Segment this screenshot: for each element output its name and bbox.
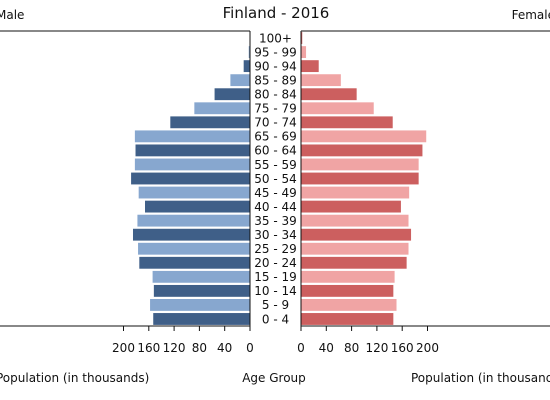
age-group-label: 10 - 14 (254, 284, 297, 298)
age-group-label: 5 - 9 (262, 298, 289, 312)
female-bar-40-44 (301, 200, 401, 213)
male-bar-55-59 (134, 158, 250, 171)
male-bar-70-74 (170, 116, 250, 129)
female-bar-35-39 (301, 214, 409, 227)
age-group-label: 0 - 4 (262, 312, 289, 326)
male-bar-80-84 (214, 88, 250, 101)
age-group-label: 75 - 79 (254, 102, 297, 116)
female-side-label: Female (512, 8, 550, 22)
male-bar-85-89 (230, 74, 250, 87)
female-x-tick-label: 0 (297, 341, 305, 355)
female-bar-20-24 (301, 256, 407, 269)
male-bar-0-4 (153, 313, 250, 325)
age-group-label: 20 - 24 (254, 256, 297, 270)
male-side-label: Male (0, 8, 24, 22)
male-bar-30-34 (132, 228, 250, 241)
chart-title: Finland - 2016 (223, 4, 330, 22)
age-group-label: 25 - 29 (254, 242, 297, 256)
female-x-axis-title: Population (in thousands) (411, 371, 550, 385)
male-bar-90-94 (243, 60, 250, 73)
age-group-label: 15 - 19 (254, 270, 297, 284)
female-bar-80-84 (301, 88, 357, 101)
age-group-label: 90 - 94 (254, 59, 297, 73)
female-bar-85-89 (301, 74, 341, 87)
female-bar-45-49 (301, 186, 410, 199)
male-x-tick-label: 160 (137, 341, 160, 355)
female-bar-15-19 (301, 270, 395, 283)
male-x-tick-label: 0 (246, 341, 254, 355)
age-group-label: 80 - 84 (254, 88, 297, 102)
age-group-label: 40 - 44 (254, 200, 297, 214)
age-group-label: 55 - 59 (254, 158, 297, 172)
male-bar-5-9 (150, 299, 250, 311)
male-x-axis-title: Population (in thousands) (0, 371, 149, 385)
female-bar-60-64 (301, 144, 423, 157)
female-bar-5-9 (301, 299, 397, 311)
male-bar-65-69 (134, 130, 250, 143)
female-bar-30-34 (301, 228, 412, 241)
male-bar-15-19 (152, 270, 250, 283)
male-bar-35-39 (137, 214, 250, 227)
female-bar-55-59 (301, 158, 419, 171)
female-bar-65-69 (301, 130, 427, 143)
female-bar-0-4 (301, 313, 394, 325)
age-group-label: 30 - 34 (254, 228, 297, 242)
female-bar-100+ (301, 32, 303, 44)
male-panel: 200 160 120 80 40 0 (0, 30, 254, 355)
female-bar-95-99 (301, 46, 307, 58)
age-group-label: 65 - 69 (254, 130, 297, 144)
female-x-tick-label: 80 (344, 341, 359, 355)
male-x-tick-label: 40 (217, 341, 232, 355)
age-group-label: 70 - 74 (254, 116, 297, 130)
female-bar-70-74 (301, 116, 393, 129)
age-group-axis-title: Age Group (242, 371, 306, 385)
male-bar-20-24 (139, 256, 250, 269)
age-group-label: 35 - 39 (254, 214, 297, 228)
female-x-tick-label: 160 (391, 341, 414, 355)
age-group-label: 95 - 99 (254, 45, 297, 59)
female-panel: 0 40 80 120 160 200 (297, 30, 550, 355)
male-bar-10-14 (153, 284, 250, 297)
male-bar-95-99 (248, 46, 250, 58)
age-group-label: 85 - 89 (254, 73, 297, 87)
male-bar-25-29 (138, 242, 250, 255)
male-bar-50-54 (131, 172, 250, 185)
male-bar-45-49 (138, 186, 250, 199)
male-x-tick-label: 120 (163, 341, 186, 355)
female-x-tick-label: 120 (365, 341, 388, 355)
age-group-label: 45 - 49 (254, 186, 297, 200)
male-bar-60-64 (135, 144, 250, 157)
age-group-label: 60 - 64 (254, 144, 297, 158)
female-bar-75-79 (301, 102, 374, 115)
male-bar-75-79 (194, 102, 250, 115)
male-bar-40-44 (145, 200, 250, 213)
female-bar-25-29 (301, 242, 409, 255)
female-x-tick-label: 40 (319, 341, 334, 355)
male-x-tick-label: 200 (112, 341, 135, 355)
age-group-label: 100+ (259, 31, 292, 45)
female-bar-50-54 (301, 172, 419, 185)
male-x-tick-label: 80 (192, 341, 207, 355)
female-bar-90-94 (301, 60, 319, 73)
age-group-label: 50 - 54 (254, 172, 297, 186)
female-x-tick-label: 200 (416, 341, 439, 355)
female-bar-10-14 (301, 284, 394, 297)
